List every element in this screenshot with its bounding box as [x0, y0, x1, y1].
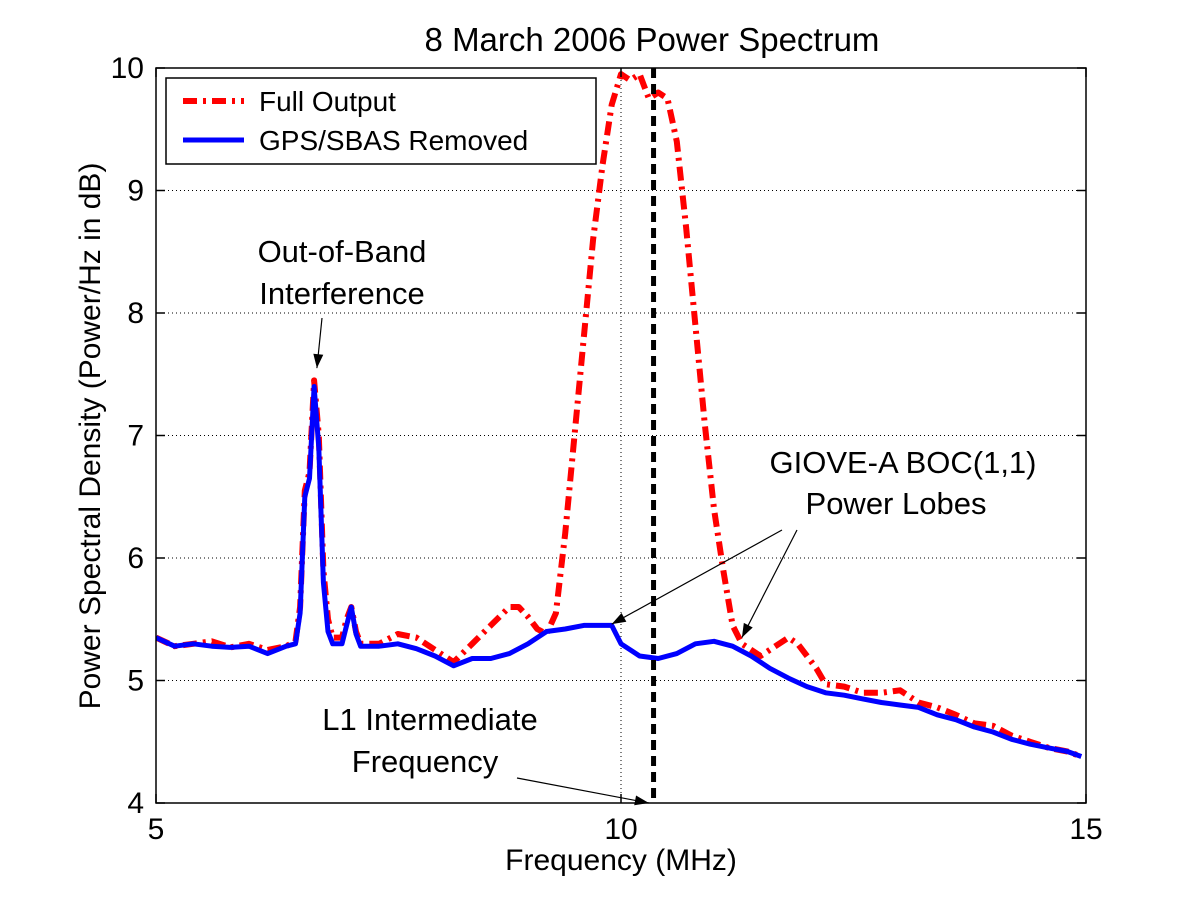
annotation-arrow-1-1-shaft: [741, 529, 798, 638]
annotation-giove-a: GIOVE-A BOC(1,1) Power Lobes: [769, 445, 1036, 521]
grid-lines: [156, 68, 1086, 803]
y-tick-label-4: 4: [127, 787, 144, 820]
y-tick-label-9: 9: [127, 175, 144, 208]
x-axis-label: Frequency (MHz): [505, 844, 737, 877]
annotation-giove-a-line-2: Power Lobes: [806, 486, 987, 521]
y-axis-label: Power Spectral Density (Power/Hz in dB): [74, 163, 107, 710]
annotation-arrow-1-0-shaft: [611, 529, 783, 625]
series-line-full-output: [156, 71, 1083, 760]
annotation-arrow-0-0-head: [313, 353, 324, 369]
annotation-arrow-1-0-head: [611, 613, 627, 625]
annotation-l1-frequency-line-2: Frequency: [352, 744, 499, 779]
y-tick-label-10: 10: [111, 52, 144, 85]
data-series-layer: [156, 68, 1083, 803]
annotation-arrows: [313, 317, 798, 806]
annotation-arrow-1-1-head: [741, 622, 753, 638]
y-tick-label-8: 8: [127, 297, 144, 330]
series-line-gps-sbas-removed: [156, 384, 1083, 759]
annotation-arrow-2-0-shaft: [516, 777, 650, 804]
annotation-out-of-band-line-1: Out-of-Band: [258, 234, 427, 269]
legend-label-full-output: Full Output: [259, 86, 396, 117]
legend-box: [165, 77, 597, 165]
annotation-out-of-band: Out-of-Band Interference: [258, 234, 427, 311]
annotation-arrow-2-0-head: [634, 795, 649, 806]
annotation-out-of-band-line-2: Interference: [259, 276, 424, 311]
legend: Full Output GPS/SBAS Removed: [165, 77, 597, 165]
y-tick-label-5: 5: [127, 665, 144, 698]
annotation-giove-a-line-1: GIOVE-A BOC(1,1): [769, 445, 1036, 480]
x-tick-label-5: 5: [148, 813, 165, 846]
chart-title: 8 March 2006 Power Spectrum: [425, 21, 880, 58]
annotation-l1-frequency-line-1: L1 Intermediate: [322, 702, 537, 737]
x-tick-label-15: 15: [1069, 813, 1102, 846]
legend-label-gps-sbas-removed: GPS/SBAS Removed: [259, 125, 528, 156]
y-tick-label-6: 6: [127, 542, 144, 575]
annotation-l1-frequency: L1 Intermediate Frequency: [322, 702, 537, 779]
x-tick-label-10: 10: [604, 813, 637, 846]
y-tick-label-7: 7: [127, 420, 144, 453]
